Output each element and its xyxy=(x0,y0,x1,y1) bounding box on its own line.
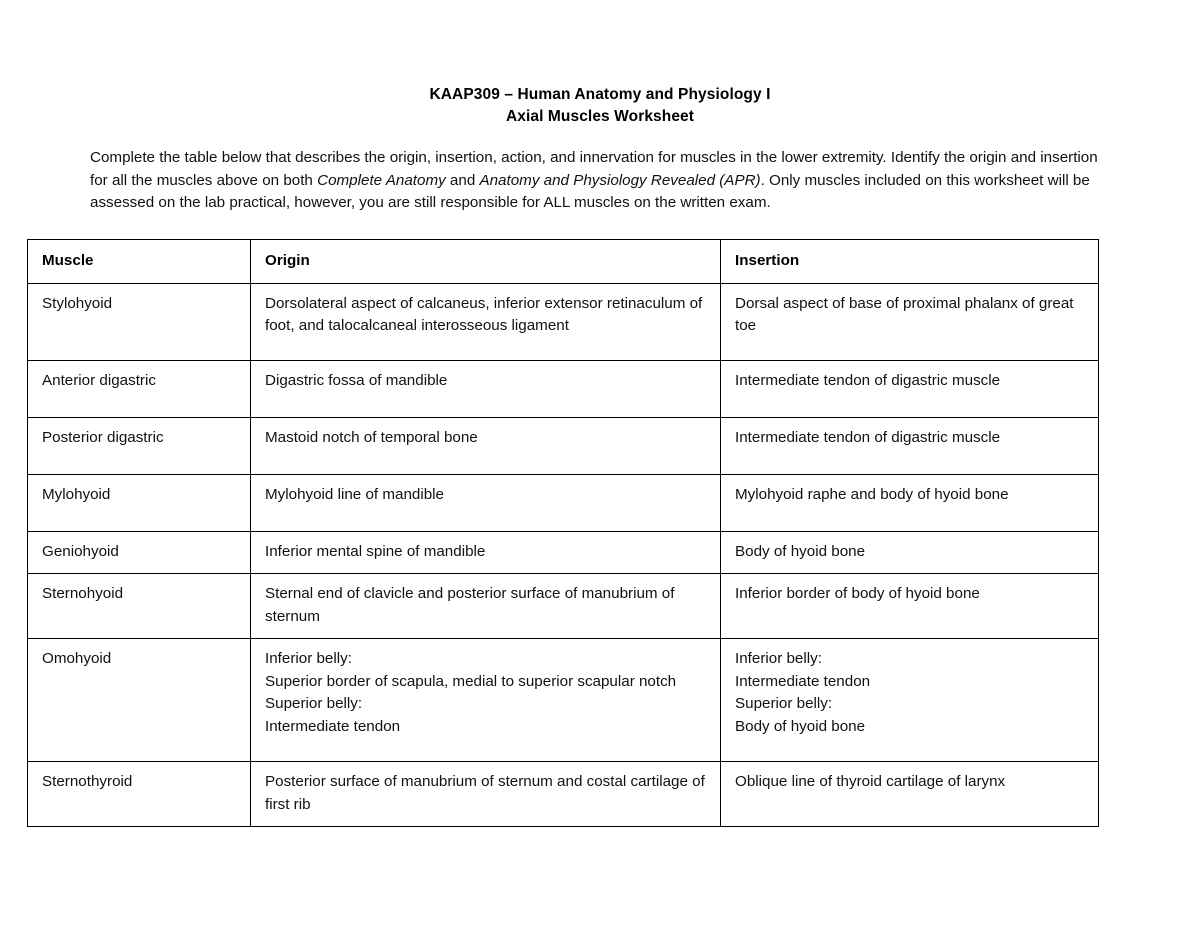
cell-insertion: Inferior belly: Intermediate tendon Supe… xyxy=(720,638,1099,762)
cell-insertion: Dorsal aspect of base of proximal phalan… xyxy=(720,282,1099,361)
table-header-row: Muscle Origin Insertion xyxy=(27,239,1099,284)
column-header-insertion: Insertion xyxy=(720,239,1099,284)
table-row: Omohyoid Inferior belly: Superior border… xyxy=(27,638,1099,762)
document-title: KAAP309 – Human Anatomy and Physiology I… xyxy=(0,0,1200,128)
cell-origin: Mastoid notch of temporal bone xyxy=(250,416,721,475)
cell-muscle: Stylohyoid xyxy=(27,282,251,361)
cell-origin: Posterior surface of manubrium of sternu… xyxy=(250,761,721,827)
cell-muscle: Omohyoid xyxy=(27,638,251,762)
cell-muscle: Posterior digastric xyxy=(27,416,251,475)
cell-origin: Dorsolateral aspect of calcaneus, inferi… xyxy=(250,282,721,361)
table-row: Stylohyoid Dorsolateral aspect of calcan… xyxy=(27,282,1099,361)
cell-insertion: Mylohyoid raphe and body of hyoid bone xyxy=(720,473,1099,532)
cell-origin: Mylohyoid line of mandible xyxy=(250,473,721,532)
intro-italic-apr: Anatomy and Physiology Revealed (APR) xyxy=(479,171,761,189)
cell-insertion: Intermediate tendon of digastric muscle xyxy=(720,416,1099,475)
cell-insertion: Oblique line of thyroid cartilage of lar… xyxy=(720,761,1099,827)
intro-segment-3: . Only muscles included on this workshee… xyxy=(90,171,1090,212)
title-line-subtitle: Axial Muscles Worksheet xyxy=(505,108,695,125)
cell-insertion: Intermediate tendon of digastric muscle xyxy=(720,359,1099,418)
column-header-muscle: Muscle xyxy=(27,239,251,284)
table-row: Posterior digastric Mastoid notch of tem… xyxy=(27,416,1099,475)
cell-muscle: Geniohyoid xyxy=(27,530,251,574)
cell-insertion: Inferior border of body of hyoid bone xyxy=(720,573,1099,639)
cell-muscle: Anterior digastric xyxy=(27,359,251,418)
cell-muscle: Mylohyoid xyxy=(27,473,251,532)
intro-paragraph: Complete the table below that describes … xyxy=(0,128,1200,215)
cell-origin: Inferior belly: Superior border of scapu… xyxy=(250,638,721,762)
intro-segment-1: Complete the table below that describes … xyxy=(90,149,1098,189)
table-body: Stylohyoid Dorsolateral aspect of calcan… xyxy=(27,282,1099,827)
table-row: Sternohyoid Sternal end of clavicle and … xyxy=(27,573,1099,639)
table-row: Mylohyoid Mylohyoid line of mandible Myl… xyxy=(27,473,1099,532)
intro-segment-2: and xyxy=(445,171,480,189)
table-row: Geniohyoid Inferior mental spine of mand… xyxy=(27,530,1099,574)
axial-muscles-table: Muscle Origin Insertion Stylohyoid Dorso… xyxy=(27,239,1099,827)
cell-origin: Sternal end of clavicle and posterior su… xyxy=(250,573,721,639)
title-line-course: KAAP309 – Human Anatomy and Physiology I xyxy=(429,86,771,103)
intro-italic-complete-anatomy: Complete Anatomy xyxy=(317,171,446,189)
cell-origin: Digastric fossa of mandible xyxy=(250,359,721,418)
table-row: Anterior digastric Digastric fossa of ma… xyxy=(27,359,1099,418)
column-header-origin: Origin xyxy=(250,239,721,284)
cell-origin: Inferior mental spine of mandible xyxy=(250,530,721,574)
cell-insertion: Body of hyoid bone xyxy=(720,530,1099,574)
cell-muscle: Sternohyoid xyxy=(27,573,251,639)
cell-muscle: Sternothyroid xyxy=(27,761,251,827)
table-row: Sternothyroid Posterior surface of manub… xyxy=(27,761,1099,827)
